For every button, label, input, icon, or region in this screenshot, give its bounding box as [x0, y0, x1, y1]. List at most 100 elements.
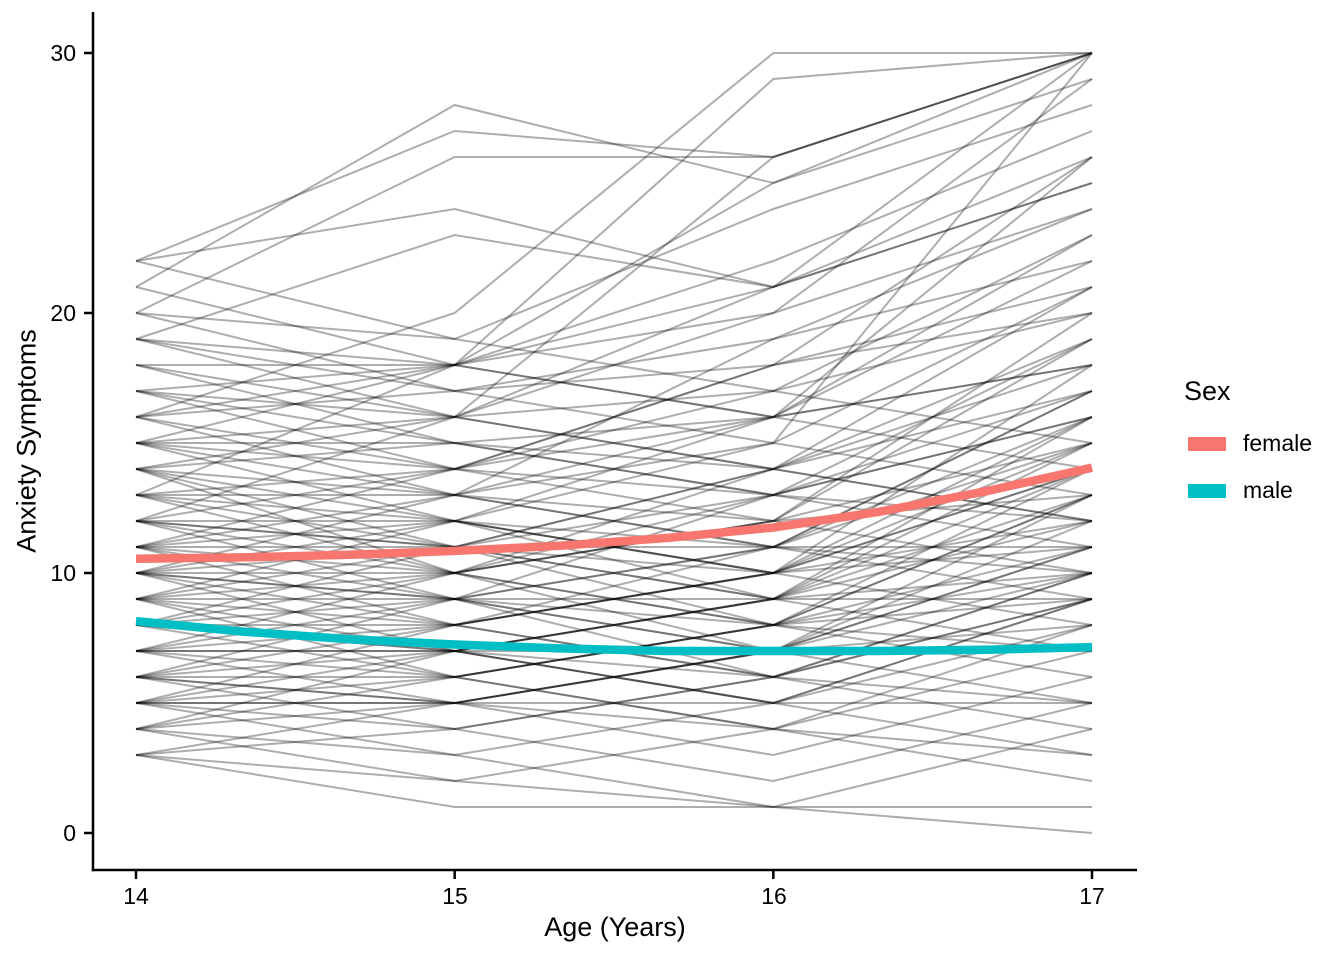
trajectory-line — [135, 52, 1093, 367]
legend-label-female: female — [1243, 430, 1313, 456]
trajectory-line — [135, 182, 1093, 470]
trajectory-line — [135, 312, 1093, 496]
y-axis-title: Anxiety Symptoms — [11, 329, 42, 553]
trajectory-line — [136, 468, 1093, 575]
trajectory-line — [135, 754, 1093, 834]
trajectory-line — [135, 78, 1093, 288]
trajectory-line — [135, 598, 1093, 782]
trajectory-line — [135, 572, 1093, 756]
trajectory-line — [135, 390, 1093, 574]
trajectory-line — [135, 416, 1093, 600]
trajectory-line — [135, 208, 1093, 392]
trajectory-line — [135, 364, 1093, 548]
trajectory-line — [135, 494, 1093, 574]
trajectory-line — [135, 442, 1093, 704]
trajectory-line — [135, 390, 1093, 652]
trajectory-line — [135, 286, 1093, 471]
trajectory-line — [135, 260, 1093, 574]
trajectory-line — [135, 442, 1093, 522]
trajectory-line — [135, 156, 1093, 496]
trajectory-line — [135, 52, 1093, 418]
trajectory-line — [135, 416, 1093, 626]
x-tick-label-17: 17 — [1079, 883, 1105, 909]
trajectory-line — [135, 520, 1093, 678]
trajectory-line — [135, 520, 1093, 575]
trajectory-line — [135, 130, 1093, 444]
trajectory-line — [135, 494, 1093, 756]
trajectory-line — [135, 650, 1093, 731]
trajectory-line — [135, 156, 1093, 548]
trajectory-line — [135, 364, 1093, 497]
trajectory-line — [135, 312, 1093, 496]
trajectory-line — [135, 546, 1093, 705]
male-color-swatch — [1188, 483, 1226, 498]
trajectory-line — [136, 624, 1093, 704]
trajectory-line — [135, 546, 1093, 730]
x-tick-label-15: 15 — [442, 883, 468, 909]
trajectory-line — [136, 312, 1093, 574]
y-tick-label-0: 0 — [63, 820, 76, 846]
legend: Sex female male — [1184, 376, 1312, 503]
trajectory-line — [135, 52, 1093, 262]
trajectory-line — [135, 286, 1093, 470]
trajectory-line — [135, 676, 1093, 756]
trajectory-line — [135, 416, 1093, 627]
trajectory-line — [135, 260, 1093, 418]
trajectory-line — [135, 728, 1093, 809]
trajectory-line — [135, 78, 1093, 522]
trajectory-line — [135, 520, 1093, 653]
female-color-swatch — [1188, 436, 1226, 451]
trajectory-line — [135, 286, 1093, 600]
trajectory-line — [135, 312, 1093, 393]
trajectory-line — [135, 286, 1093, 548]
trajectory-line — [135, 520, 1093, 704]
trajectory-line — [135, 364, 1093, 445]
trajectory-line — [135, 468, 1093, 652]
trajectory-line — [135, 52, 1092, 418]
trajectory-line — [136, 520, 1093, 626]
trajectory-line — [135, 598, 1093, 756]
trajectory-line — [135, 494, 1093, 601]
y-tick-label-30: 30 — [50, 40, 76, 66]
trajectory-line — [135, 104, 1093, 341]
legend-title: Sex — [1184, 376, 1231, 406]
trajectory-line — [136, 390, 1093, 471]
trajectory-line — [135, 442, 1093, 627]
trajectory-line — [135, 624, 1093, 783]
trajectory-line — [135, 182, 1093, 340]
trajectory-line — [135, 416, 1093, 600]
trajectory-line — [135, 338, 1093, 626]
trajectory-line — [135, 676, 1093, 757]
trajectory-line — [135, 416, 1093, 497]
trajectory-line — [135, 260, 1093, 444]
trajectory-line — [135, 52, 1093, 523]
male-smooth-line — [135, 616, 1093, 656]
trajectory-line — [135, 572, 1093, 652]
x-tick-label-16: 16 — [761, 883, 787, 909]
trajectory-line — [135, 467, 1093, 549]
trajectory-line — [135, 416, 1093, 678]
legend-label-male: male — [1243, 477, 1293, 503]
trajectory-line — [135, 338, 1093, 471]
trajectory-line — [135, 442, 1093, 575]
trajectory-line — [135, 702, 1093, 783]
legend-item-female: female — [1188, 430, 1312, 457]
trajectory-line — [135, 338, 1093, 522]
trajectory-line — [135, 754, 1092, 808]
trajectory-line — [135, 572, 1093, 730]
x-axis-title: Age (Years) — [544, 912, 686, 942]
trajectory-line — [136, 208, 1093, 496]
trajectory-line — [135, 494, 1093, 652]
legend-item-male: male — [1188, 477, 1293, 504]
trajectory-line — [135, 442, 1093, 626]
trajectory-line — [136, 572, 1093, 652]
trajectory-line — [135, 52, 1093, 314]
trajectory-line — [135, 234, 1093, 522]
trajectory-line — [135, 520, 1093, 627]
x-tick-label-14: 14 — [123, 883, 149, 909]
y-tick-label-10: 10 — [50, 560, 76, 586]
trajectory-line — [135, 468, 1093, 653]
trajectory-line — [135, 390, 1093, 574]
